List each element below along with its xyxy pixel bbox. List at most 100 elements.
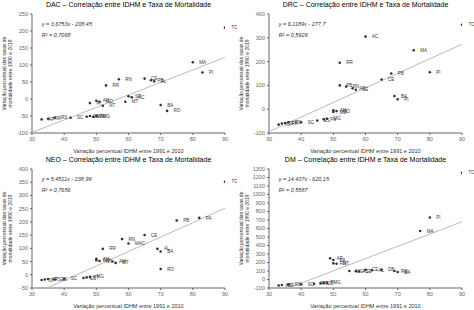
svg-text:SC: SC <box>71 276 78 281</box>
svg-text:1000: 1000 <box>253 191 265 197</box>
svg-text:150: 150 <box>19 232 28 238</box>
svg-text:50: 50 <box>93 291 99 297</box>
svg-text:50: 50 <box>330 291 336 297</box>
svg-text:SC: SC <box>308 282 315 287</box>
svg-text:100: 100 <box>256 82 265 88</box>
svg-text:900: 900 <box>256 200 265 206</box>
svg-text:MG: MG <box>103 114 111 119</box>
svg-text:40: 40 <box>298 291 304 297</box>
svg-text:RS: RS <box>61 115 67 120</box>
svg-text:PA: PA <box>206 216 212 221</box>
svg-text:Variação percentual das taxas: Variação percentual das taxas demortalid… <box>8 36 13 110</box>
svg-text:AL: AL <box>378 268 384 273</box>
svg-text:60: 60 <box>362 136 368 142</box>
svg-text:30: 30 <box>266 291 272 297</box>
svg-text:-100: -100 <box>254 285 265 291</box>
svg-text:400: 400 <box>19 166 28 172</box>
svg-text:60: 60 <box>125 291 131 297</box>
svg-text:100: 100 <box>256 268 265 274</box>
svg-text:DB: DB <box>388 267 394 272</box>
svg-text:CE: CE <box>151 76 157 81</box>
svg-text:700: 700 <box>256 217 265 223</box>
svg-text:200: 200 <box>19 219 28 225</box>
svg-text:RS: RS <box>295 120 301 125</box>
svg-text:80: 80 <box>427 136 433 142</box>
svg-text:-100: -100 <box>254 130 265 136</box>
svg-text:-100: -100 <box>17 130 28 136</box>
svg-text:1100: 1100 <box>253 183 265 189</box>
svg-text:-50: -50 <box>20 285 28 291</box>
svg-text:SE: SE <box>366 269 372 274</box>
svg-text:Variação percentual IDHM entre: Variação percentual IDHM entre 1991 e 20… <box>73 303 183 309</box>
svg-text:100: 100 <box>19 62 28 68</box>
svg-text:GO: GO <box>343 109 351 114</box>
svg-text:60: 60 <box>125 136 131 142</box>
svg-text:AC: AC <box>138 95 145 100</box>
svg-text:70: 70 <box>158 291 164 297</box>
svg-text:40: 40 <box>61 136 67 142</box>
svg-text:AL: AL <box>161 79 167 84</box>
svg-text:CE: CE <box>372 267 378 272</box>
svg-text:80: 80 <box>427 291 433 297</box>
svg-text:Variação percentual das taxas: Variação percentual das taxas demortalid… <box>238 36 250 110</box>
svg-text:0: 0 <box>25 272 28 278</box>
svg-text:70: 70 <box>158 136 164 142</box>
svg-text:600: 600 <box>256 225 265 231</box>
svg-text:-50: -50 <box>20 113 28 119</box>
svg-text:200: 200 <box>256 259 265 265</box>
svg-text:ES: ES <box>324 118 330 123</box>
svg-text:1200: 1200 <box>253 174 265 180</box>
svg-text:SC: SC <box>77 115 84 120</box>
svg-text:PI: PI <box>436 215 440 220</box>
svg-text:30: 30 <box>29 291 35 297</box>
svg-text:300: 300 <box>19 192 28 198</box>
svg-text:300: 300 <box>256 251 265 257</box>
svg-text:1300: 1300 <box>253 166 265 172</box>
svg-text:100: 100 <box>19 245 28 251</box>
svg-text:350: 350 <box>19 179 28 185</box>
svg-text:90: 90 <box>222 291 228 297</box>
svg-text:MG: MG <box>333 116 341 121</box>
svg-text:400: 400 <box>256 11 265 17</box>
svg-text:30: 30 <box>29 136 35 142</box>
svg-text:90: 90 <box>222 136 228 142</box>
svg-text:Variação percentual das taxas: Variação percentual das taxas demortalid… <box>8 191 13 265</box>
svg-text:PI: PI <box>404 97 408 102</box>
svg-text:MAC: MAC <box>135 241 146 246</box>
svg-text:BA: BA <box>404 270 410 275</box>
svg-text:Variação percentual das taxas: Variação percentual das taxas demortalid… <box>238 191 250 265</box>
svg-text:PI: PI <box>436 70 440 75</box>
svg-text:0: 0 <box>25 96 28 102</box>
svg-text:DF: DF <box>288 283 294 288</box>
svg-text:RS: RS <box>295 282 301 287</box>
svg-text:50: 50 <box>330 136 336 142</box>
svg-text:AC: AC <box>372 34 379 39</box>
svg-text:PI: PI <box>209 70 213 75</box>
svg-text:60: 60 <box>362 291 368 297</box>
svg-text:MT: MT <box>132 99 139 104</box>
svg-text:SC: SC <box>308 120 315 125</box>
svg-text:TO: TO <box>232 179 237 184</box>
svg-text:RO: RO <box>167 267 174 272</box>
svg-text:50: 50 <box>22 79 28 85</box>
svg-text:TO: TO <box>232 25 237 30</box>
svg-text:250: 250 <box>19 11 28 17</box>
svg-text:50: 50 <box>93 136 99 142</box>
svg-text:MG: MG <box>96 274 104 279</box>
svg-text:RR: RR <box>109 246 116 251</box>
svg-text:PB: PB <box>346 83 352 88</box>
svg-text:RR: RR <box>346 60 353 65</box>
svg-text:250: 250 <box>19 206 28 212</box>
svg-text:200: 200 <box>256 59 265 65</box>
svg-text:70: 70 <box>395 291 401 297</box>
svg-text:0: 0 <box>262 276 265 282</box>
svg-text:30: 30 <box>266 136 272 142</box>
svg-text:NT: NT <box>109 103 115 108</box>
svg-text:PB: PB <box>398 71 404 76</box>
svg-text:MA: MA <box>427 229 434 234</box>
svg-text:NT: NT <box>343 261 349 266</box>
svg-text:80: 80 <box>190 291 196 297</box>
svg-text:Variação percentual IDHM entre: Variação percentual IDHM entre 1991 e 20… <box>73 148 183 154</box>
svg-text:800: 800 <box>256 208 265 214</box>
svg-text:0: 0 <box>262 106 265 112</box>
